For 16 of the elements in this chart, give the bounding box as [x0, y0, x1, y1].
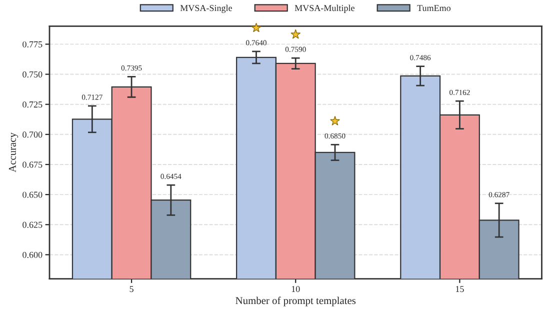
y-tick-label: 0.775	[22, 41, 42, 48]
y-tick-label: 0.600	[22, 252, 42, 258]
y-tick-label: 0.725	[22, 101, 42, 108]
legend-label: TumEmo	[417, 5, 451, 12]
y-tick-label: 0.750	[22, 71, 42, 78]
x-axis-title: Number of prompt templates	[236, 296, 356, 306]
x-tick-label: 10	[292, 286, 300, 292]
y-tick-label: 0.675	[22, 162, 42, 168]
x-tick-label: 15	[456, 286, 464, 292]
legend-label: MVSA-Multiple	[294, 4, 354, 13]
y-axis-title: Accuracy	[8, 132, 18, 172]
x-tick-label: 5	[130, 286, 134, 292]
y-tick-label: 0.625	[22, 222, 42, 228]
y-tick-label: 0.650	[22, 192, 42, 198]
y-tick-label: 0.700	[22, 132, 42, 138]
legend-label: MVSA-Single	[180, 4, 232, 13]
